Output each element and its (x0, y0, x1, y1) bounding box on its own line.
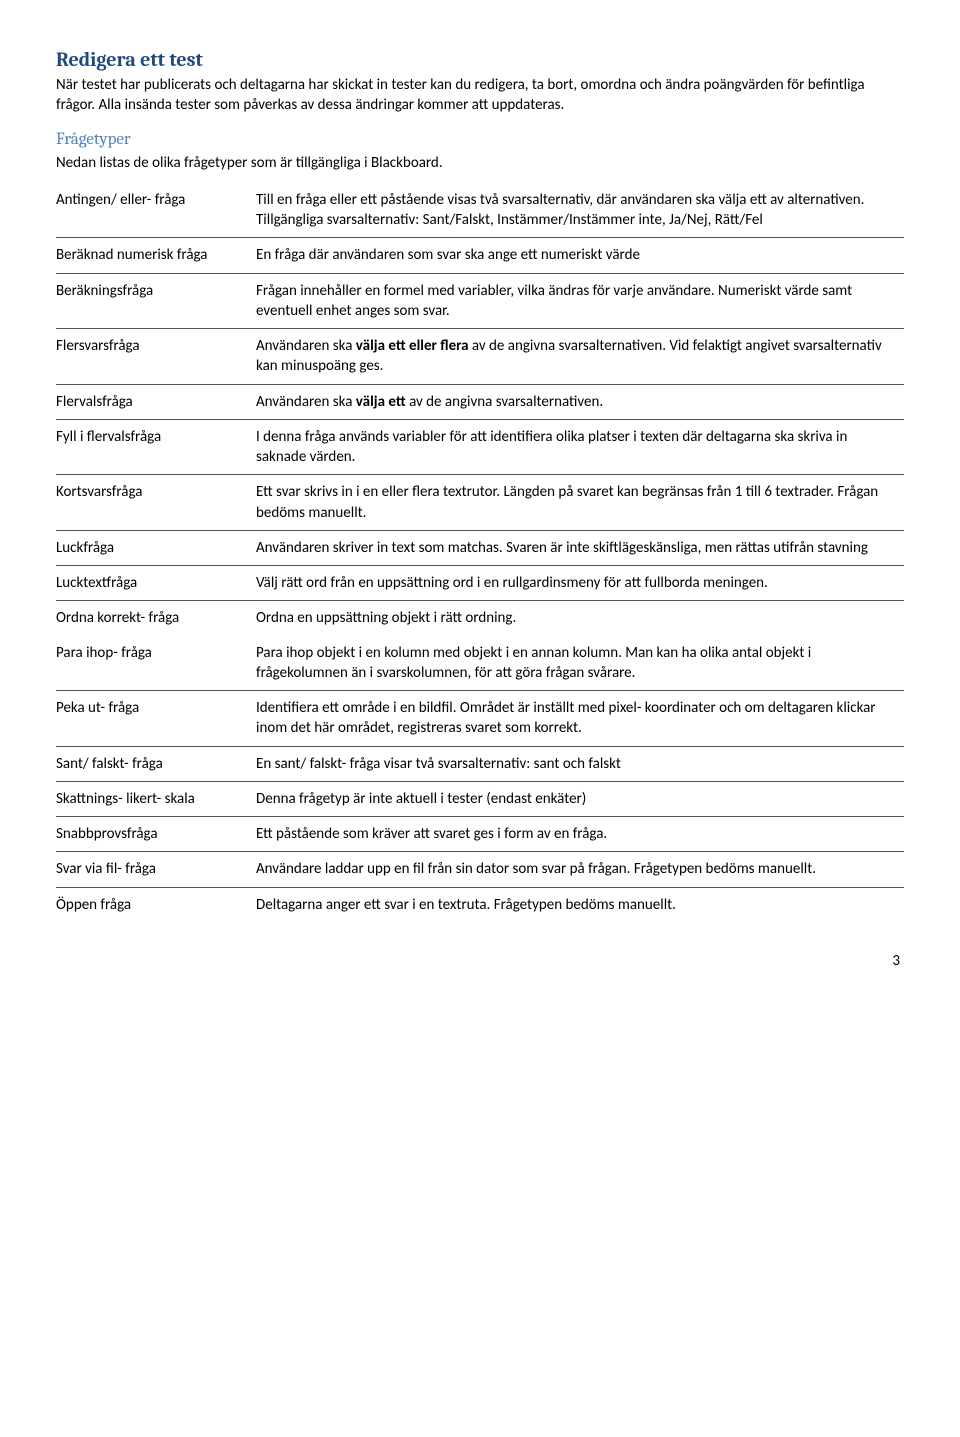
heading-fragetyper: Frågetyper (56, 130, 904, 149)
question-type-name: Fyll i flervalsfråga (56, 419, 256, 475)
question-type-name: Peka ut- fråga (56, 691, 256, 747)
question-type-name: Svar via fil- fråga (56, 852, 256, 887)
question-type-description: Användaren ska välja ett av de angivna s… (256, 384, 904, 419)
question-type-description: En sant/ falskt- fråga visar två svarsal… (256, 746, 904, 781)
table-row: Fyll i flervalsfrågaI denna fråga använd… (56, 419, 904, 475)
table-row: LuckfrågaAnvändaren skriver in text som … (56, 530, 904, 565)
table-row: BeräkningsfrågaFrågan innehåller en form… (56, 273, 904, 329)
question-type-description: Deltagarna anger ett svar i en textruta.… (256, 887, 904, 922)
question-type-description: I denna fråga används variabler för att … (256, 419, 904, 475)
table-row: Ordna korrekt- frågaOrdna en uppsättning… (56, 601, 904, 636)
question-type-description: Till en fråga eller ett påstående visas … (256, 183, 904, 238)
question-type-description: Välj rätt ord från en uppsättning ord i … (256, 566, 904, 601)
table-row: Svar via fil- frågaAnvändare laddar upp … (56, 852, 904, 887)
question-type-name: Ordna korrekt- fråga (56, 601, 256, 636)
question-type-name: Skattnings- likert- skala (56, 781, 256, 816)
question-type-description: Frågan innehåller en formel med variable… (256, 273, 904, 329)
table-row: Antingen/ eller- frågaTill en fråga elle… (56, 183, 904, 238)
table-row: Peka ut- frågaIdentifiera ett område i e… (56, 691, 904, 747)
question-type-description: En fråga där användaren som svar ska ang… (256, 238, 904, 273)
question-type-name: Antingen/ eller- fråga (56, 183, 256, 238)
question-type-description: Ordna en uppsättning objekt i rätt ordni… (256, 601, 904, 636)
question-type-description: Denna frågetyp är inte aktuell i tester … (256, 781, 904, 816)
question-type-name: Para ihop- fråga (56, 636, 256, 691)
table-row: KortsvarsfrågaEtt svar skrivs in i en el… (56, 475, 904, 531)
table-row: Para ihop- frågaPara ihop objekt i en ko… (56, 636, 904, 691)
question-type-name: Öppen fråga (56, 887, 256, 922)
question-type-name: Kortsvarsfråga (56, 475, 256, 531)
question-type-name: Luckfråga (56, 530, 256, 565)
table-row: Sant/ falskt- frågaEn sant/ falskt- fråg… (56, 746, 904, 781)
question-type-name: Sant/ falskt- fråga (56, 746, 256, 781)
table-row: FlervalsfrågaAnvändaren ska välja ett av… (56, 384, 904, 419)
page-number: 3 (56, 952, 904, 970)
question-type-description: Para ihop objekt i en kolumn med objekt … (256, 636, 904, 691)
table-row: FlersvarsfrågaAnvändaren ska välja ett e… (56, 329, 904, 385)
question-type-name: Beräknad numerisk fråga (56, 238, 256, 273)
question-types-table: Antingen/ eller- frågaTill en fråga elle… (56, 183, 904, 922)
question-type-description: Användare laddar upp en fil från sin dat… (256, 852, 904, 887)
question-type-description: Ett svar skrivs in i en eller flera text… (256, 475, 904, 531)
heading-redigera: Redigera ett test (56, 48, 904, 71)
table-row: Beräknad numerisk frågaEn fråga där anvä… (56, 238, 904, 273)
question-type-name: Snabbprovsfråga (56, 817, 256, 852)
question-type-name: Lucktextfråga (56, 566, 256, 601)
question-type-name: Flervalsfråga (56, 384, 256, 419)
question-type-description: Användaren skriver in text som matchas. … (256, 530, 904, 565)
table-row: Öppen frågaDeltagarna anger ett svar i e… (56, 887, 904, 922)
question-type-name: Beräkningsfråga (56, 273, 256, 329)
table-row: LucktextfrågaVälj rätt ord från en uppsä… (56, 566, 904, 601)
question-type-description: Användaren ska välja ett eller flera av … (256, 329, 904, 385)
intro-paragraph-1: När testet har publicerats och deltagarn… (56, 75, 904, 116)
question-type-name: Flersvarsfråga (56, 329, 256, 385)
table-row: Skattnings- likert- skalaDenna frågetyp … (56, 781, 904, 816)
question-type-description: Ett påstående som kräver att svaret ges … (256, 817, 904, 852)
table-row: SnabbprovsfrågaEtt påstående som kräver … (56, 817, 904, 852)
question-type-description: Identifiera ett område i en bildfil. Omr… (256, 691, 904, 747)
intro-paragraph-2: Nedan listas de olika frågetyper som är … (56, 153, 904, 173)
